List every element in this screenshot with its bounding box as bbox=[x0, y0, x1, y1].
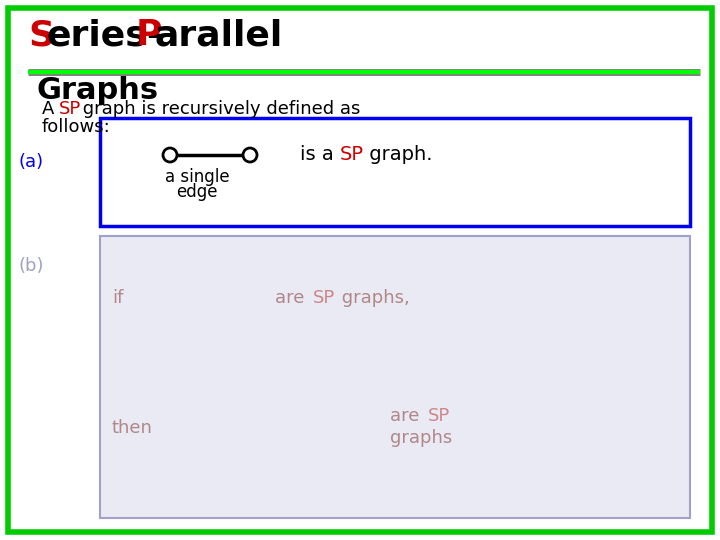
Bar bbox=[100, 236, 690, 518]
Text: are: are bbox=[390, 407, 425, 425]
Polygon shape bbox=[168, 312, 252, 344]
Text: eries-: eries- bbox=[46, 18, 162, 52]
Text: SP: SP bbox=[340, 145, 364, 165]
Text: (a): (a) bbox=[18, 153, 43, 171]
Bar bbox=[100, 118, 690, 226]
Text: edge: edge bbox=[176, 183, 217, 201]
Text: if: if bbox=[112, 289, 123, 307]
Text: a single: a single bbox=[165, 168, 230, 186]
Polygon shape bbox=[168, 278, 252, 310]
Text: SP: SP bbox=[428, 407, 450, 425]
Circle shape bbox=[270, 422, 282, 434]
Polygon shape bbox=[276, 390, 368, 428]
Circle shape bbox=[178, 422, 190, 434]
Text: graph.: graph. bbox=[363, 145, 433, 165]
Text: A: A bbox=[42, 100, 60, 118]
Text: is a: is a bbox=[300, 145, 340, 165]
Circle shape bbox=[162, 272, 174, 284]
Polygon shape bbox=[184, 428, 276, 462]
Circle shape bbox=[243, 148, 257, 162]
Circle shape bbox=[246, 272, 258, 284]
Circle shape bbox=[162, 338, 174, 350]
Circle shape bbox=[362, 422, 374, 434]
Text: (b): (b) bbox=[18, 257, 43, 275]
Text: graphs,: graphs, bbox=[336, 289, 410, 307]
Text: are: are bbox=[275, 289, 310, 307]
Text: SP: SP bbox=[313, 289, 336, 307]
Text: then: then bbox=[112, 419, 153, 437]
Text: follows:: follows: bbox=[42, 118, 111, 136]
Text: graph is recursively defined as: graph is recursively defined as bbox=[77, 100, 361, 118]
Text: S: S bbox=[28, 18, 54, 52]
Polygon shape bbox=[276, 428, 368, 462]
Text: P: P bbox=[136, 18, 163, 52]
Polygon shape bbox=[184, 390, 276, 428]
Polygon shape bbox=[168, 344, 252, 380]
Text: SP: SP bbox=[59, 100, 81, 118]
Text: arallel: arallel bbox=[154, 18, 282, 52]
Text: graphs: graphs bbox=[390, 429, 452, 447]
Circle shape bbox=[270, 422, 282, 434]
Circle shape bbox=[246, 338, 258, 350]
Text: Graphs: Graphs bbox=[36, 76, 158, 105]
Polygon shape bbox=[168, 242, 252, 278]
Circle shape bbox=[270, 422, 282, 434]
Circle shape bbox=[163, 148, 177, 162]
